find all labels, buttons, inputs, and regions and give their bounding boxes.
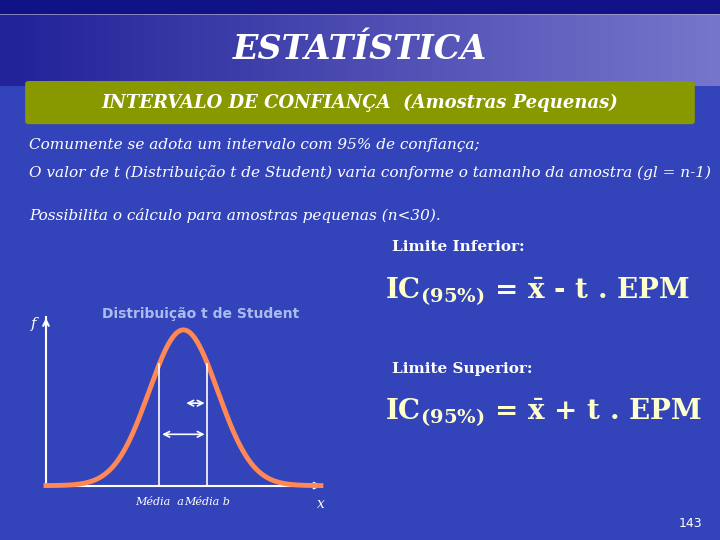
Text: INTERVALO DE CONFIANÇA  (Amostras Pequenas): INTERVALO DE CONFIANÇA (Amostras Pequena… (102, 93, 618, 112)
Text: 143: 143 (678, 517, 702, 530)
Bar (144, 14, 156, 86)
Bar (636, 14, 648, 86)
Bar (36, 14, 48, 86)
Bar (624, 14, 636, 86)
Bar (600, 14, 612, 86)
Bar (216, 14, 228, 86)
Bar (684, 14, 696, 86)
Bar (360, 14, 372, 86)
Text: x: x (317, 497, 325, 511)
Bar (648, 14, 660, 86)
Bar (72, 14, 84, 86)
Bar (528, 14, 540, 86)
Text: IC$_{\mathregular{(95\%)}}$ = $\bar{\mathregular{x}}$ - t . EPM: IC$_{\mathregular{(95\%)}}$ = $\bar{\mat… (385, 275, 690, 308)
Bar (492, 14, 504, 86)
Bar (108, 14, 120, 86)
Bar (12, 14, 24, 86)
Bar (228, 14, 240, 86)
Bar (708, 14, 720, 86)
Bar (420, 14, 432, 86)
Bar (324, 14, 336, 86)
Text: Média  a: Média a (135, 497, 184, 507)
Bar (432, 14, 444, 86)
Bar (372, 14, 384, 86)
Bar (84, 14, 96, 86)
Bar (564, 14, 576, 86)
Text: Distribuição t de Student: Distribuição t de Student (102, 307, 300, 321)
Bar (480, 14, 492, 86)
Bar (276, 14, 288, 86)
Bar (120, 14, 132, 86)
Text: ESTATÍSTICA: ESTATÍSTICA (233, 33, 487, 66)
Bar (336, 14, 348, 86)
Bar (660, 14, 672, 86)
Bar (96, 14, 108, 86)
Bar (132, 14, 144, 86)
Bar (468, 14, 480, 86)
Bar (60, 14, 72, 86)
Bar (444, 14, 456, 86)
Bar (456, 14, 468, 86)
Bar (168, 14, 180, 86)
Bar (288, 14, 300, 86)
Bar (408, 14, 420, 86)
Text: Limite Inferior:: Limite Inferior: (392, 240, 525, 254)
Bar (312, 14, 324, 86)
Bar (48, 14, 60, 86)
Bar (264, 14, 276, 86)
Bar (156, 14, 168, 86)
Text: f: f (31, 318, 37, 332)
Bar (0, 0, 720, 14)
Bar (384, 14, 396, 86)
Text: Limite Superior:: Limite Superior: (392, 362, 533, 376)
Bar (300, 14, 312, 86)
Bar (396, 14, 408, 86)
Bar (204, 14, 216, 86)
FancyBboxPatch shape (25, 81, 695, 124)
Bar (348, 14, 360, 86)
Text: Média b: Média b (184, 497, 230, 507)
Bar (672, 14, 684, 86)
Bar (696, 14, 708, 86)
Bar (252, 14, 264, 86)
Bar (588, 14, 600, 86)
Bar (180, 14, 192, 86)
Text: Possibilita o cálculo para amostras pequenas (n<30).: Possibilita o cálculo para amostras pequ… (29, 208, 441, 223)
Text: O valor de t (Distribuição t de Student) varia conforme o tamanho da amostra (gl: O valor de t (Distribuição t de Student)… (29, 165, 711, 180)
Text: Comumente se adota um intervalo com 95% de confiança;: Comumente se adota um intervalo com 95% … (29, 138, 480, 152)
Bar (540, 14, 552, 86)
Bar (516, 14, 528, 86)
Bar (552, 14, 564, 86)
Bar (0, 14, 12, 86)
Bar (576, 14, 588, 86)
Bar (504, 14, 516, 86)
Bar (192, 14, 204, 86)
Text: IC$_{\mathregular{(95\%)}}$ = $\bar{\mathregular{x}}$ + t . EPM: IC$_{\mathregular{(95\%)}}$ = $\bar{\mat… (385, 397, 702, 429)
Bar (612, 14, 624, 86)
Bar (24, 14, 36, 86)
Bar (240, 14, 252, 86)
